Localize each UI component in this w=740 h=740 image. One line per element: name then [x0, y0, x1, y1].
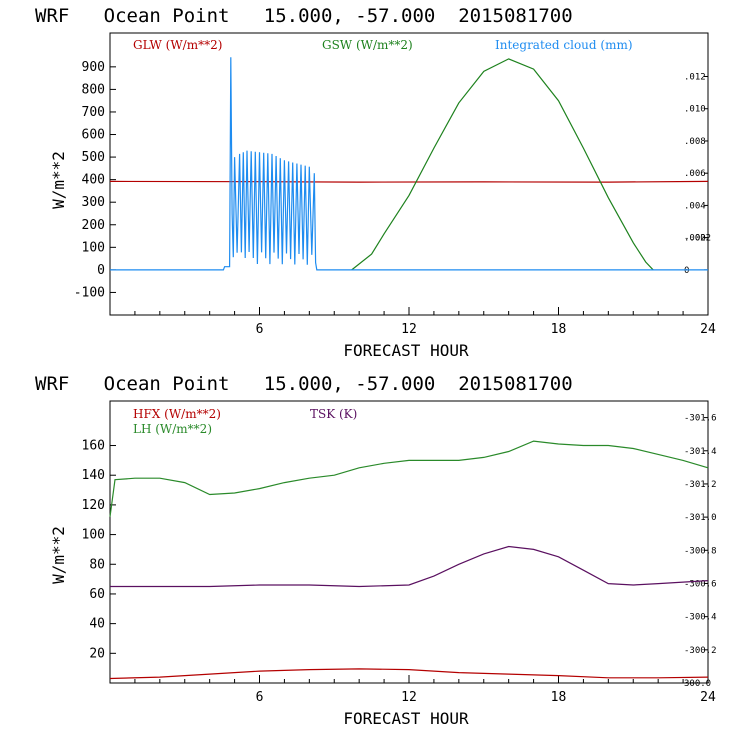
bottom-ytick-label: 100	[82, 528, 105, 543]
bottom-ytick-label: 40	[89, 617, 105, 632]
top-y2tick-label: -.002	[684, 234, 711, 244]
bottom-y2tick-label: -301.4	[684, 447, 717, 457]
top-series-line-2	[110, 57, 708, 271]
bottom-xaxis-label: FORECAST HOUR	[343, 709, 469, 728]
bottom-yaxis-label: W/m**2	[49, 526, 68, 584]
legend-hfx: HFX (W/m**2)	[133, 407, 221, 421]
top-ytick-label: 900	[82, 60, 105, 75]
bottom-xtick-label: 6	[256, 690, 264, 705]
bottom-ytick-label: 160	[82, 439, 105, 454]
top-plot-frame	[109, 32, 709, 316]
top-y2tick-label: .012	[684, 73, 706, 83]
top-series-line-1	[351, 58, 654, 271]
legend-cloud: Integrated cloud (mm)	[495, 38, 633, 52]
top-xaxis-label: FORECAST HOUR	[343, 341, 469, 360]
top-ytick-label: 200	[82, 218, 105, 233]
bottom-y2tick-label: -301.6	[684, 414, 717, 424]
bottom-y2tick-label: -300.6	[684, 579, 717, 589]
legend-lh: LH (W/m**2)	[133, 422, 212, 436]
bottom-ytick-label: 140	[82, 468, 105, 483]
top-y2tick-label: .004	[684, 201, 706, 211]
top-y2tick-label: .002	[684, 234, 706, 244]
top-xtick-label: 12	[401, 322, 417, 337]
bottom-series-line-1	[109, 440, 709, 517]
top-ytick-label: 700	[82, 105, 105, 120]
bottom-ytick-label: 20	[89, 646, 105, 661]
top-series-line-0	[109, 180, 709, 183]
bottom-y2tick-label: -300.2	[684, 646, 717, 656]
top-y2tick-label: .006	[684, 169, 706, 179]
top-xtick-label: 24	[700, 322, 716, 337]
top-ytick-label: -100	[74, 285, 105, 300]
legend-glw: GLW (W/m**2)	[133, 38, 222, 52]
bottom-y2tick-label: -300.4	[684, 613, 717, 623]
top-ytick-label: 800	[82, 82, 105, 97]
top-y2tick-label: 0	[684, 266, 689, 276]
top-ytick-label: 300	[82, 195, 105, 210]
legend-gsw: GSW (W/m**2)	[322, 38, 413, 52]
bottom-series-line-2	[110, 545, 709, 588]
top-y2tick-label: .010	[684, 105, 706, 115]
bottom-xtick-label: 12	[401, 690, 417, 705]
top-ytick-label: 0	[97, 263, 105, 278]
bottom-ytick-label: 60	[89, 587, 105, 602]
top-ytick-label: 600	[82, 128, 105, 143]
bottom-xtick-label: 18	[551, 690, 567, 705]
top-yaxis-label: W/m**2	[49, 151, 68, 209]
top-xtick-label: 18	[551, 322, 567, 337]
bottom-xtick-label: 24	[700, 690, 716, 705]
bottom-y2tick-label: 300.0	[684, 679, 711, 689]
bottom-chart-title: WRF Ocean Point 15.000, -57.000 20150817…	[35, 373, 573, 395]
legend-tsk: TSK (K)	[310, 407, 357, 421]
top-y2tick-label: .008	[684, 137, 706, 147]
bottom-plot-frame	[109, 400, 709, 684]
bottom-ytick-label: 120	[82, 498, 105, 513]
top-chart-title: WRF Ocean Point 15.000, -57.000 20150817…	[35, 5, 573, 27]
bottom-ytick-label: 80	[89, 557, 105, 572]
top-panel: WRF Ocean Point 15.000, -57.000 20150817…	[35, 5, 716, 360]
bottom-series-line-0	[109, 668, 709, 680]
bottom-y2tick-label: -301.2	[684, 480, 717, 490]
top-ytick-label: 100	[82, 240, 105, 255]
bottom-y2tick-label: -301.0	[684, 513, 717, 523]
top-ytick-label: 400	[82, 173, 105, 188]
top-xtick-label: 6	[256, 322, 264, 337]
bottom-y2tick-label: -300.8	[684, 546, 717, 556]
bottom-panel: WRF Ocean Point 15.000, -57.000 20150817…	[35, 373, 717, 728]
top-ytick-label: 500	[82, 150, 105, 165]
